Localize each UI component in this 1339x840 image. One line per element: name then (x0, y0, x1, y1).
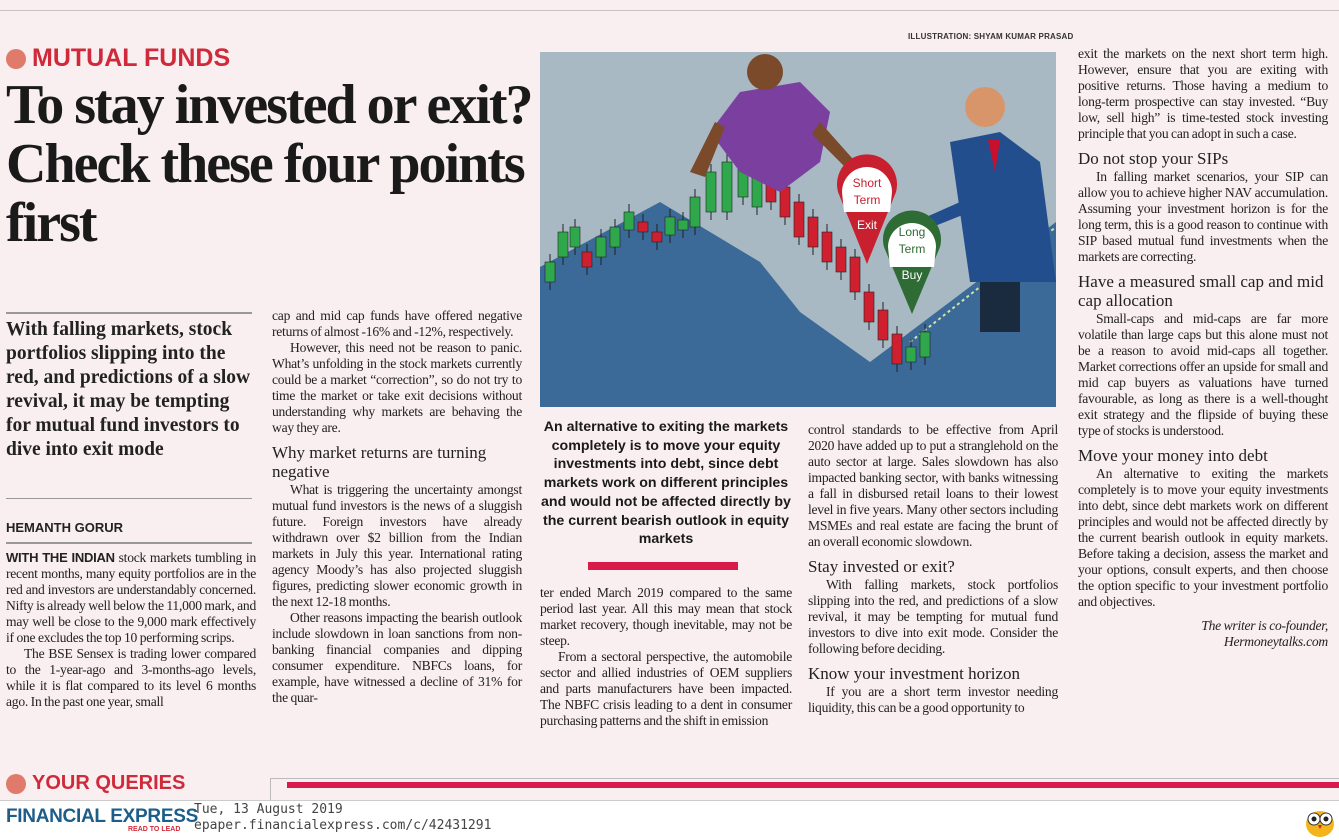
paragraph: The BSE Sensex is trading lower compared… (6, 646, 256, 709)
pull-quote-bar (588, 562, 738, 570)
pin-text: Term (854, 193, 881, 207)
candle-body (793, 201, 805, 238)
edition-date: Tue, 13 August 2019 (194, 802, 343, 817)
paragraph: exit the markets on the next short term … (1078, 46, 1328, 141)
paragraph: What is triggering the uncertainty among… (272, 482, 522, 609)
subheading: Why market returns are turning negative (272, 443, 487, 481)
divider (6, 542, 252, 544)
candle-body (849, 256, 861, 293)
candle-body (863, 291, 875, 323)
pin-text: Exit (857, 218, 878, 232)
footer (0, 800, 1339, 840)
divider (6, 498, 252, 499)
lead-in: WITH THE INDIAN (6, 550, 115, 565)
candle-body (721, 161, 733, 213)
paragraph: WITH THE INDIAN stock markets tumbling i… (6, 550, 256, 646)
right-figure (915, 87, 1056, 332)
deck: With falling markets, stock portfolios s… (6, 319, 251, 460)
paragraph: An alternative to exiting the markets co… (1078, 466, 1328, 609)
paragraph: control standards to be effective from A… (808, 422, 1058, 549)
candle-body (544, 261, 556, 283)
subheading: Do not stop your SIPs (1078, 149, 1229, 168)
subheading: Know your investment horizon (808, 664, 1020, 683)
candle-body (891, 333, 903, 365)
author-note: The writer is co-founder, Hermoneytalks.c… (1078, 618, 1328, 650)
owl-mascot-icon (1306, 811, 1334, 837)
illustration: Short Term Exit Long Term Buy (540, 52, 1056, 407)
text: stock markets tumbling in recent months,… (6, 550, 257, 645)
column-5: exit the markets on the next short term … (1078, 46, 1328, 650)
candle-body (677, 219, 689, 231)
queries-box (270, 778, 1339, 802)
candle-body (689, 196, 701, 228)
short-term-exit-pin: Short Term Exit (837, 154, 897, 264)
section-text: MUTUAL FUNDS (32, 44, 231, 72)
candle-body (609, 226, 621, 248)
bullet-dot-icon (6, 773, 26, 794)
pin-text: Buy (902, 268, 923, 282)
divider (6, 312, 252, 314)
queries-text: YOUR QUERIES (32, 772, 186, 794)
candle-body (905, 346, 917, 363)
headline: To stay invested or exit? Check these fo… (6, 74, 534, 254)
pull-quote: An alternative to exiting the markets co… (541, 419, 791, 548)
pin-text: Short (853, 176, 882, 190)
section-label: MUTUAL FUNDS (6, 44, 230, 73)
candle-body (919, 331, 931, 358)
pin-text: Long (899, 225, 926, 239)
paragraph: ter ended March 2019 compared to the sam… (540, 585, 792, 648)
subheading: Have a measured small cap and mid cap al… (1078, 272, 1324, 310)
candle-body (581, 251, 593, 268)
pin-text: Term (899, 242, 926, 256)
author-note-line: The writer is co-founder, (1201, 618, 1328, 633)
paragraph: In falling market scenarios, your SIP ca… (1078, 169, 1328, 264)
top-rule (0, 10, 1339, 11)
paragraph: However, this need not be reason to pani… (272, 340, 522, 435)
paragraph: With falling markets, stock portfolios s… (808, 577, 1058, 656)
candle-body (877, 309, 889, 341)
illustration-credit: ILLUSTRATION: SHYAM KUMAR PRASAD (908, 32, 1074, 41)
brand-logo[interactable]: FINANCIAL EXPRESS (6, 806, 198, 827)
subheading: Move your money into debt (1078, 446, 1268, 465)
column-3: ter ended March 2019 compared to the sam… (540, 585, 792, 729)
candle-body (623, 211, 635, 231)
edition-meta: Tue, 13 August 2019 epaper.financialexpre… (194, 802, 491, 834)
paragraph: Other reasons impacting the bearish outl… (272, 610, 522, 705)
candle-body (595, 236, 607, 258)
bullet-dot-icon (6, 48, 26, 69)
byline: HEMANTH GORUR (6, 520, 123, 535)
candle-body (651, 231, 663, 243)
paragraph: From a sectoral perspective, the automob… (540, 649, 792, 728)
candle-body (569, 226, 581, 248)
your-queries-label: YOUR QUERIES (6, 772, 185, 795)
author-note-line: Hermoneytalks.com (1223, 634, 1328, 649)
candle-body (779, 186, 791, 218)
candle-body (664, 216, 676, 236)
long-term-buy-pin: Long Term Buy (883, 210, 941, 314)
candle-body (637, 221, 649, 233)
paragraph: Small-caps and mid-caps are far more vol… (1078, 311, 1328, 438)
candle-body (557, 231, 569, 258)
candle-body (705, 171, 717, 213)
candle-body (835, 246, 847, 273)
paragraph: cap and mid cap funds have offered negat… (272, 308, 522, 339)
subheading: Stay invested or exit? (808, 557, 955, 576)
left-figure (690, 54, 860, 192)
candle-body (821, 231, 833, 263)
brand-tagline: READ TO LEAD (128, 826, 181, 833)
candle-body (807, 216, 819, 248)
edition-url[interactable]: epaper.financialexpress.com/c/42431291 (194, 818, 492, 833)
column-2: cap and mid cap funds have offered negat… (272, 308, 522, 706)
column-4: control standards to be effective from A… (808, 422, 1058, 716)
queries-bar (287, 782, 1339, 788)
column-1: WITH THE INDIAN stock markets tumbling i… (6, 550, 256, 710)
paragraph: If you are a short term investor needing… (808, 684, 1058, 715)
